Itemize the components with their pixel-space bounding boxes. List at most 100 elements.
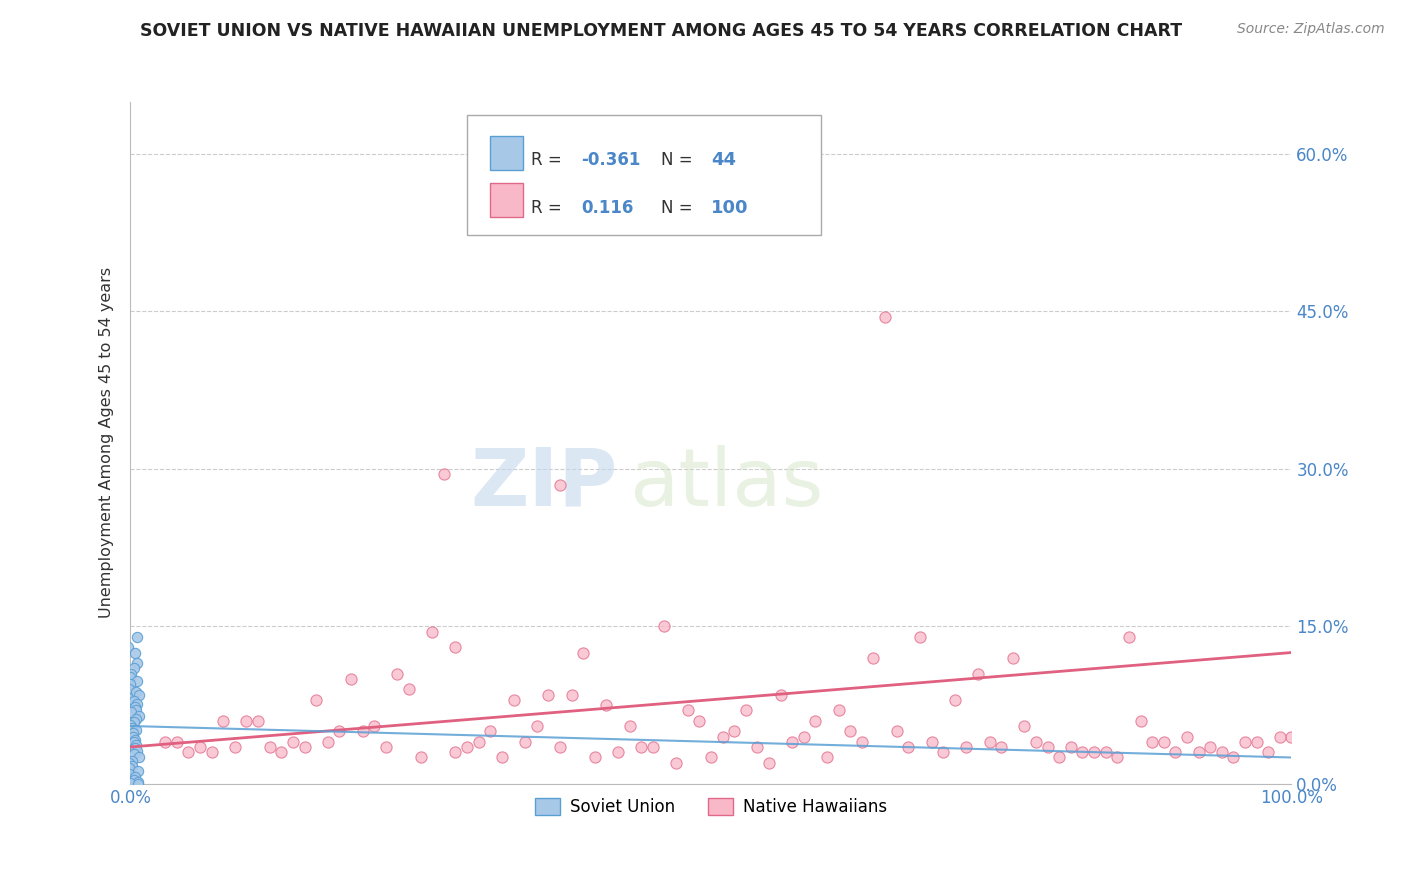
Point [259, 739, 281, 754]
Text: 0.116: 0.116 [581, 199, 633, 217]
Point [700, 750, 723, 764]
Point [1175, 730, 1198, 744]
Point [1094, 745, 1116, 759]
Point [804, 714, 827, 728]
Point [1129, 714, 1152, 728]
Point [444, 745, 467, 759]
Point [305, 692, 328, 706]
Point [862, 650, 884, 665]
Point [125, 630, 148, 644]
Point [374, 739, 396, 754]
Point [1025, 735, 1047, 749]
Point [125, 656, 148, 670]
Point [1199, 739, 1222, 754]
Point [363, 719, 385, 733]
Point [723, 724, 745, 739]
Point [908, 630, 931, 644]
Point [125, 703, 148, 717]
Point [1140, 735, 1163, 749]
Point [1257, 745, 1279, 759]
Text: N =: N = [661, 152, 697, 169]
Point [120, 670, 142, 684]
Point [444, 640, 467, 655]
Point [433, 467, 456, 482]
Point [1083, 745, 1105, 759]
Point [1014, 719, 1036, 733]
Point [120, 775, 142, 789]
Point [654, 619, 676, 633]
Point [128, 688, 150, 702]
Point [780, 735, 803, 749]
Point [526, 719, 548, 733]
Point [676, 703, 699, 717]
Point [1222, 750, 1244, 764]
Point [491, 750, 513, 764]
Point [921, 735, 943, 749]
Point [1060, 739, 1083, 754]
Point [124, 738, 146, 752]
Point [1153, 735, 1175, 749]
Point [122, 735, 145, 749]
Point [583, 199, 606, 213]
Point [328, 724, 350, 739]
Text: R =: R = [531, 152, 567, 169]
Point [118, 682, 141, 697]
Point [316, 735, 339, 749]
Text: N =: N = [661, 199, 697, 217]
Point [122, 730, 145, 744]
Point [118, 756, 141, 770]
Point [118, 677, 141, 691]
Point [793, 730, 815, 744]
Point [815, 750, 838, 764]
Point [979, 735, 1001, 749]
Point [128, 708, 150, 723]
Point [886, 724, 908, 739]
Point [630, 739, 652, 754]
Point [235, 714, 257, 728]
Point [1211, 745, 1233, 759]
Point [124, 741, 146, 756]
Point [456, 739, 478, 754]
Point [117, 640, 139, 655]
Point [120, 666, 142, 681]
Point [125, 723, 148, 738]
Point [1187, 745, 1209, 759]
Point [873, 310, 896, 324]
Legend: Soviet Union, Native Hawaiians: Soviet Union, Native Hawaiians [527, 792, 894, 823]
Point [420, 624, 443, 639]
Point [125, 712, 148, 726]
Point [967, 666, 990, 681]
Point [127, 697, 149, 711]
Point [352, 724, 374, 739]
Point [619, 719, 641, 733]
Point [711, 730, 734, 744]
Point [153, 735, 176, 749]
Point [281, 735, 304, 749]
Text: Source: ZipAtlas.com: Source: ZipAtlas.com [1237, 22, 1385, 37]
Point [1036, 739, 1059, 754]
Point [502, 692, 524, 706]
Point [118, 761, 141, 775]
Point [224, 739, 246, 754]
Point [467, 735, 489, 749]
Point [513, 735, 536, 749]
Point [124, 714, 146, 729]
Point [127, 764, 149, 779]
Bar [491, 136, 523, 169]
Point [548, 477, 571, 491]
Point [1268, 730, 1291, 744]
Point [120, 706, 142, 720]
Y-axis label: Unemployment Among Ages 45 to 54 years: Unemployment Among Ages 45 to 54 years [100, 267, 114, 618]
Point [398, 682, 420, 697]
Point [124, 646, 146, 660]
Point [537, 688, 560, 702]
Point [127, 777, 149, 791]
Text: 100: 100 [711, 199, 748, 217]
Point [124, 771, 146, 785]
Point [688, 714, 710, 728]
Point [122, 726, 145, 740]
Point [340, 672, 363, 686]
Point [827, 703, 849, 717]
Point [270, 745, 292, 759]
Point [121, 754, 143, 768]
